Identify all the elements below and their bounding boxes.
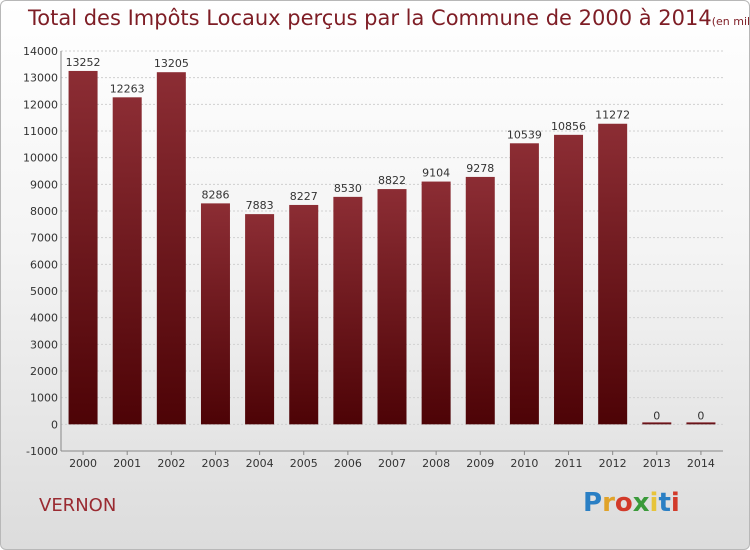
- bar-2000[interactable]: [68, 70, 98, 425]
- y-tick-label: 8000: [30, 205, 58, 218]
- y-tick-label: 3000: [30, 338, 58, 351]
- x-tick-label-2003: 2003: [201, 457, 229, 470]
- bar-2003[interactable]: [200, 203, 230, 425]
- x-tick-label-2011: 2011: [555, 457, 583, 470]
- x-tick-label-2004: 2004: [246, 457, 274, 470]
- data-label-2005: 8227: [290, 190, 318, 203]
- data-label-2008: 9104: [422, 167, 450, 180]
- proxiti-logo[interactable]: Proxiti: [583, 488, 680, 518]
- x-tick-label-2007: 2007: [378, 457, 406, 470]
- y-tick-label: 6000: [30, 258, 58, 271]
- x-tick-label-2009: 2009: [466, 457, 494, 470]
- y-tick-label: 11000: [23, 125, 58, 138]
- bar-2001[interactable]: [112, 97, 142, 425]
- y-tick-label: 10000: [23, 152, 58, 165]
- y-tick-label: 13000: [23, 72, 58, 85]
- x-tick-label-2012: 2012: [599, 457, 627, 470]
- data-label-2010: 10539: [507, 128, 542, 141]
- logo-letter: x: [632, 488, 650, 518]
- x-tick-label-2014: 2014: [687, 457, 715, 470]
- logo-letter: P: [583, 488, 603, 518]
- x-tick-label-2010: 2010: [510, 457, 538, 470]
- bar-2010[interactable]: [509, 143, 539, 425]
- logo-letter: t: [658, 488, 671, 518]
- x-tick-label-2002: 2002: [157, 457, 185, 470]
- logo-letter: o: [614, 488, 633, 518]
- bar-2002[interactable]: [156, 72, 186, 425]
- x-tick-label-2013: 2013: [643, 457, 671, 470]
- data-label-2013: 0: [653, 409, 660, 422]
- logo-letter: r: [602, 488, 615, 518]
- data-label-2003: 8286: [201, 188, 229, 201]
- data-label-2009: 9278: [466, 162, 494, 175]
- title-text: Total des Impôts Locaux perçus par la Co…: [28, 6, 712, 30]
- bar-2004[interactable]: [245, 214, 275, 425]
- data-label-2012: 11272: [595, 109, 630, 122]
- data-label-2011: 10856: [551, 120, 586, 133]
- x-tick-label-2005: 2005: [290, 457, 318, 470]
- chart-title: Total des Impôts Locaux perçus par la Co…: [28, 6, 750, 30]
- data-label-2006: 8530: [334, 182, 362, 195]
- data-label-2001: 12263: [110, 82, 145, 95]
- bar-2011[interactable]: [554, 134, 584, 425]
- data-label-2002: 13205: [154, 57, 189, 70]
- bar-2012[interactable]: [598, 123, 628, 425]
- y-tick-label: 5000: [30, 285, 58, 298]
- y-tick-label: 7000: [30, 232, 58, 245]
- y-tick-label: 1000: [30, 392, 58, 405]
- unit-text: (en milliers d'€): [711, 15, 750, 28]
- y-tick-label: 12000: [23, 98, 58, 111]
- x-tick-label-2000: 2000: [69, 457, 97, 470]
- logo-letter: i: [670, 488, 680, 518]
- data-label-2014: 0: [697, 409, 704, 422]
- y-tick-label: 9000: [30, 178, 58, 191]
- y-tick-label: 14000: [23, 45, 58, 58]
- y-tick-label: 0: [51, 418, 58, 431]
- commune-name: VERNON: [39, 495, 117, 516]
- x-tick-label-2006: 2006: [334, 457, 362, 470]
- y-tick-label: 2000: [30, 365, 58, 378]
- data-label-2007: 8822: [378, 174, 406, 187]
- bar-2014[interactable]: [686, 422, 716, 425]
- logo-letter: i: [649, 488, 659, 518]
- bar-2006[interactable]: [333, 196, 363, 425]
- y-tick-label: -1000: [26, 445, 58, 458]
- bar-2009[interactable]: [465, 176, 495, 425]
- y-tick-label: 4000: [30, 312, 58, 325]
- bar-2008[interactable]: [421, 181, 451, 425]
- data-label-2004: 7883: [246, 199, 274, 212]
- bar-2007[interactable]: [377, 189, 407, 425]
- x-tick-label-2008: 2008: [422, 457, 450, 470]
- data-label-2000: 13252: [66, 56, 101, 69]
- bar-2005[interactable]: [289, 204, 319, 425]
- bar-2013[interactable]: [642, 422, 672, 425]
- x-tick-label-2001: 2001: [113, 457, 141, 470]
